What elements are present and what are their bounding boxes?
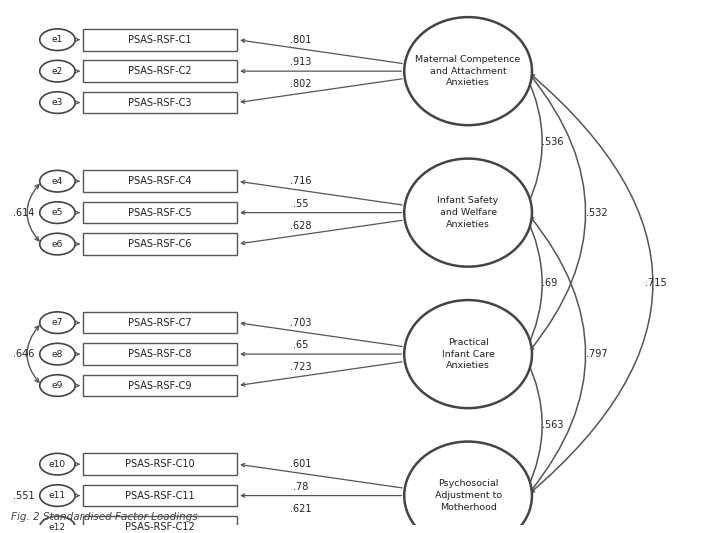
Text: .536: .536	[542, 137, 563, 147]
Ellipse shape	[40, 92, 75, 114]
Text: Practical
Infant Care
Anxieties: Practical Infant Care Anxieties	[442, 338, 495, 370]
Text: .55: .55	[293, 199, 309, 209]
Text: Psychosocial
Adjustment to
Motherhood: Psychosocial Adjustment to Motherhood	[435, 479, 502, 512]
Bar	[83, 171, 237, 192]
Text: .69: .69	[542, 278, 557, 288]
Text: e3: e3	[52, 98, 63, 107]
Text: e4: e4	[52, 177, 63, 185]
Text: PSAS-RSF-C10: PSAS-RSF-C10	[125, 459, 195, 469]
Ellipse shape	[404, 441, 532, 533]
Text: PSAS-RSF-C3: PSAS-RSF-C3	[129, 98, 192, 108]
Text: PSAS-RSF-C5: PSAS-RSF-C5	[128, 208, 192, 217]
Text: PSAS-RSF-C1: PSAS-RSF-C1	[129, 35, 192, 45]
Bar	[83, 516, 237, 533]
Ellipse shape	[40, 233, 75, 255]
Text: PSAS-RSF-C7: PSAS-RSF-C7	[128, 318, 192, 328]
Text: .628: .628	[290, 221, 312, 231]
Text: .532: .532	[586, 208, 607, 217]
Text: Infant Safety
and Welfare
Anxieties: Infant Safety and Welfare Anxieties	[437, 196, 499, 229]
Text: e7: e7	[52, 318, 63, 327]
Text: e5: e5	[52, 208, 63, 217]
Text: PSAS-RSF-C4: PSAS-RSF-C4	[129, 176, 192, 186]
Ellipse shape	[40, 202, 75, 223]
Text: PSAS-RSF-C12: PSAS-RSF-C12	[125, 522, 195, 532]
Text: e11: e11	[49, 491, 66, 500]
Text: .65: .65	[293, 340, 309, 350]
Text: PSAS-RSF-C11: PSAS-RSF-C11	[125, 490, 195, 500]
Ellipse shape	[40, 60, 75, 82]
Bar	[83, 375, 237, 397]
Text: Fig. 2 Standardised Factor Loadings: Fig. 2 Standardised Factor Loadings	[12, 512, 198, 522]
Ellipse shape	[404, 17, 532, 125]
Text: .78: .78	[293, 482, 309, 491]
Ellipse shape	[404, 159, 532, 266]
Bar	[83, 233, 237, 255]
Text: PSAS-RSF-C2: PSAS-RSF-C2	[128, 66, 192, 76]
Text: PSAS-RSF-C9: PSAS-RSF-C9	[129, 381, 192, 391]
Bar	[83, 343, 237, 365]
Text: .646: .646	[13, 349, 35, 359]
Bar	[83, 60, 237, 82]
Ellipse shape	[40, 171, 75, 192]
Text: .601: .601	[290, 459, 312, 470]
Ellipse shape	[40, 29, 75, 51]
Text: e6: e6	[52, 239, 63, 248]
Text: .801: .801	[290, 35, 312, 45]
Text: e10: e10	[49, 459, 66, 469]
Ellipse shape	[40, 516, 75, 533]
Text: PSAS-RSF-C6: PSAS-RSF-C6	[129, 239, 192, 249]
Bar	[83, 312, 237, 334]
Bar	[83, 29, 237, 51]
Text: Maternal Competence
and Attachment
Anxieties: Maternal Competence and Attachment Anxie…	[416, 55, 521, 87]
Text: e8: e8	[52, 350, 63, 359]
Text: e9: e9	[52, 381, 63, 390]
Ellipse shape	[40, 343, 75, 365]
Text: e12: e12	[49, 522, 66, 531]
Bar	[83, 485, 237, 506]
Text: .614: .614	[13, 208, 35, 217]
Text: .551: .551	[13, 490, 35, 500]
Text: .797: .797	[586, 349, 607, 359]
Text: e1: e1	[52, 35, 63, 44]
Text: .563: .563	[542, 420, 563, 430]
Text: .716: .716	[290, 176, 312, 187]
Text: .621: .621	[290, 504, 312, 514]
Ellipse shape	[40, 454, 75, 475]
Text: PSAS-RSF-C8: PSAS-RSF-C8	[129, 349, 192, 359]
Bar	[83, 454, 237, 475]
Text: .802: .802	[290, 79, 312, 90]
Ellipse shape	[404, 300, 532, 408]
Text: .703: .703	[290, 318, 312, 328]
Ellipse shape	[40, 375, 75, 397]
Bar	[83, 202, 237, 223]
Text: .913: .913	[290, 57, 312, 67]
Text: e2: e2	[52, 67, 63, 76]
Ellipse shape	[40, 485, 75, 506]
Ellipse shape	[40, 312, 75, 334]
Bar	[83, 92, 237, 114]
Text: .723: .723	[290, 362, 312, 373]
Text: .715: .715	[645, 278, 667, 288]
